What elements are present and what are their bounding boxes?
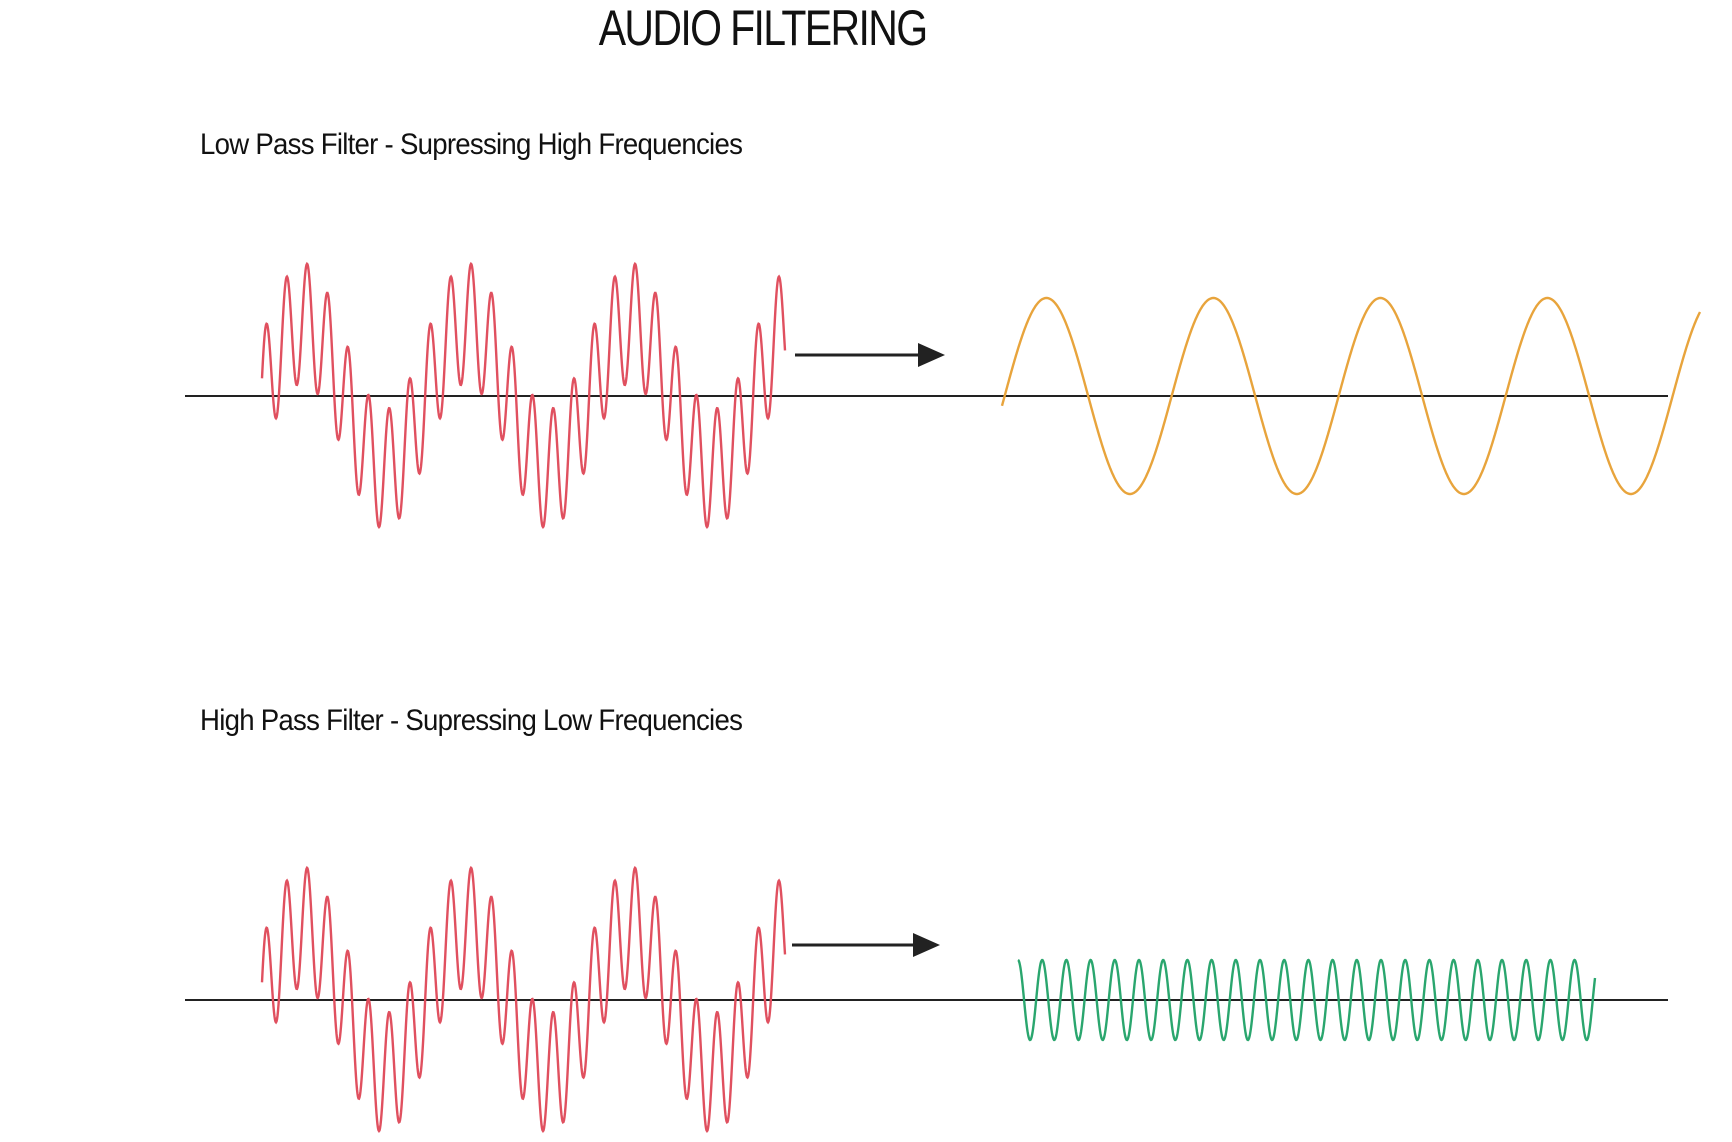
low-pass-arrow-icon [795,343,945,367]
high-pass-output-wave [1017,958,1597,1042]
high-pass-label: High Pass Filter - Supressing Low Freque… [200,704,743,737]
high-pass-arrow-icon [792,933,940,957]
low-pass-output-wave [1000,296,1702,496]
low-pass-label: Low Pass Filter - Supressing High Freque… [200,128,743,161]
high-pass-panel [185,865,1668,1133]
low-pass-panel [185,261,1702,529]
low-pass-input-wave [260,261,787,529]
high-pass-input-wave [260,865,787,1133]
page-title: AUDIO FILTERING [598,0,928,56]
